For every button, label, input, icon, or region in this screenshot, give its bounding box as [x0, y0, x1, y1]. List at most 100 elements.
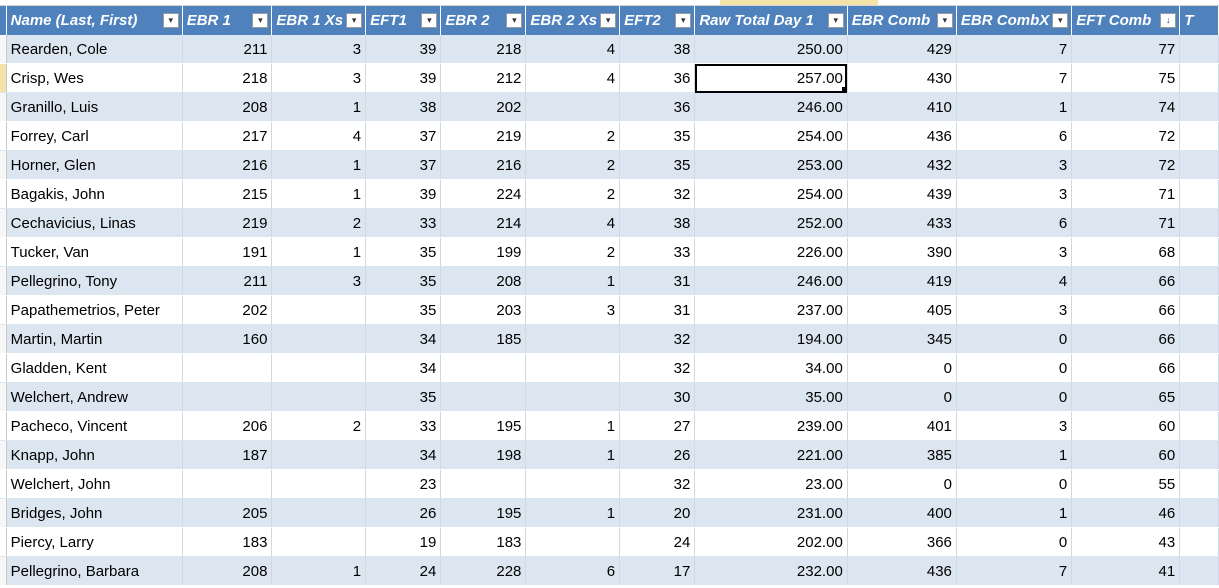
table-cell[interactable]: 32: [619, 353, 696, 383]
table-cell[interactable]: 6: [956, 208, 1073, 238]
table-cell[interactable]: [1179, 527, 1219, 557]
table-cell[interactable]: 34: [365, 440, 442, 470]
table-cell[interactable]: 34.00: [694, 353, 848, 383]
table-cell[interactable]: 35: [365, 295, 442, 325]
name-cell[interactable]: Bridges, John: [6, 498, 183, 528]
table-cell[interactable]: 3: [956, 295, 1073, 325]
table-cell[interactable]: [182, 353, 273, 383]
table-cell[interactable]: 199: [440, 237, 527, 267]
table-cell[interactable]: 1: [525, 411, 621, 441]
table-cell[interactable]: 215: [182, 179, 273, 209]
column-header[interactable]: EFT Comb ↓: [1071, 6, 1181, 35]
table-cell[interactable]: 2: [525, 121, 621, 151]
table-cell[interactable]: 187: [182, 440, 273, 470]
table-cell[interactable]: 55: [1071, 469, 1181, 499]
table-cell[interactable]: 400: [847, 498, 957, 528]
table-cell[interactable]: 33: [365, 411, 442, 441]
table-cell[interactable]: 208: [440, 266, 527, 296]
table-cell[interactable]: 1: [525, 498, 621, 528]
row-header[interactable]: [0, 440, 7, 470]
table-cell[interactable]: 3: [956, 150, 1073, 180]
table-cell[interactable]: 202.00: [694, 527, 848, 557]
table-cell[interactable]: 390: [847, 237, 957, 267]
table-cell[interactable]: 345: [847, 324, 957, 354]
table-cell[interactable]: 39: [365, 35, 442, 64]
table-cell[interactable]: 60: [1071, 411, 1181, 441]
table-cell[interactable]: [271, 469, 367, 499]
table-cell[interactable]: [1179, 498, 1219, 528]
table-cell[interactable]: 23.00: [694, 469, 848, 499]
table-cell[interactable]: 2: [271, 411, 367, 441]
table-cell[interactable]: [1179, 469, 1219, 499]
table-cell[interactable]: 1: [271, 556, 367, 586]
table-cell[interactable]: 214: [440, 208, 527, 238]
table-cell[interactable]: 439: [847, 179, 957, 209]
table-cell[interactable]: [440, 382, 527, 412]
table-cell[interactable]: 1: [271, 237, 367, 267]
filter-dropdown-icon[interactable]: ▾: [600, 13, 617, 28]
table-cell[interactable]: 39: [365, 179, 442, 209]
table-cell[interactable]: 3: [956, 179, 1073, 209]
table-cell[interactable]: 237.00: [694, 295, 848, 325]
name-cell[interactable]: Welchert, John: [6, 469, 183, 499]
table-cell[interactable]: 7: [956, 556, 1073, 586]
table-cell[interactable]: 20: [619, 498, 696, 528]
table-cell[interactable]: 33: [619, 237, 696, 267]
table-cell[interactable]: 3: [525, 295, 621, 325]
table-cell[interactable]: [1179, 556, 1219, 586]
table-cell[interactable]: [1179, 63, 1219, 93]
table-cell[interactable]: 35.00: [694, 382, 848, 412]
name-cell[interactable]: Bagakis, John: [6, 179, 183, 209]
row-header[interactable]: [0, 179, 7, 209]
table-cell[interactable]: 26: [619, 440, 696, 470]
column-header[interactable]: EBR Comb ▾: [847, 6, 957, 35]
table-cell[interactable]: 3: [271, 63, 367, 93]
table-cell[interactable]: [1179, 92, 1219, 122]
table-cell[interactable]: 35: [619, 150, 696, 180]
filter-dropdown-icon[interactable]: ▾: [162, 13, 179, 28]
row-header[interactable]: [0, 266, 7, 296]
table-cell[interactable]: [1179, 237, 1219, 267]
table-cell[interactable]: 0: [956, 324, 1073, 354]
table-cell[interactable]: 219: [440, 121, 527, 151]
table-cell[interactable]: 206: [182, 411, 273, 441]
table-cell[interactable]: 419: [847, 266, 957, 296]
table-cell[interactable]: 4: [525, 208, 621, 238]
table-cell[interactable]: 0: [956, 527, 1073, 557]
table-cell[interactable]: 26: [365, 498, 442, 528]
table-cell[interactable]: 37: [365, 121, 442, 151]
table-cell[interactable]: 3: [271, 35, 367, 64]
table-cell[interactable]: [1179, 266, 1219, 296]
table-cell[interactable]: 205: [182, 498, 273, 528]
column-header[interactable]: EBR 2 ▾: [440, 6, 527, 35]
table-cell[interactable]: 43: [1071, 527, 1181, 557]
table-cell[interactable]: [1179, 353, 1219, 383]
table-cell[interactable]: [1179, 208, 1219, 238]
name-cell[interactable]: Papathemetrios, Peter: [6, 295, 183, 325]
table-cell[interactable]: [271, 295, 367, 325]
table-cell[interactable]: [1179, 295, 1219, 325]
table-cell[interactable]: 385: [847, 440, 957, 470]
table-cell[interactable]: 0: [956, 469, 1073, 499]
table-cell[interactable]: 0: [847, 469, 957, 499]
table-cell[interactable]: 1: [525, 266, 621, 296]
table-cell[interactable]: 35: [365, 266, 442, 296]
table-cell[interactable]: 212: [440, 63, 527, 93]
filter-dropdown-icon[interactable]: ▾: [675, 13, 692, 28]
filter-dropdown-icon[interactable]: ▾: [827, 13, 844, 28]
table-cell[interactable]: 27: [619, 411, 696, 441]
row-header[interactable]: [0, 469, 7, 499]
column-header[interactable]: EBR 1 ▾: [182, 6, 273, 35]
table-cell[interactable]: 35: [365, 382, 442, 412]
table-cell[interactable]: 1: [271, 179, 367, 209]
table-cell[interactable]: 202: [182, 295, 273, 325]
table-cell[interactable]: 24: [365, 556, 442, 586]
column-header[interactable]: Name (Last, First) ▾: [6, 6, 183, 35]
table-cell[interactable]: 1: [956, 440, 1073, 470]
table-cell[interactable]: 217: [182, 121, 273, 151]
table-cell[interactable]: 19: [365, 527, 442, 557]
table-cell[interactable]: 405: [847, 295, 957, 325]
table-cell[interactable]: 71: [1071, 179, 1181, 209]
table-cell[interactable]: 1: [271, 150, 367, 180]
table-cell[interactable]: 36: [619, 92, 696, 122]
